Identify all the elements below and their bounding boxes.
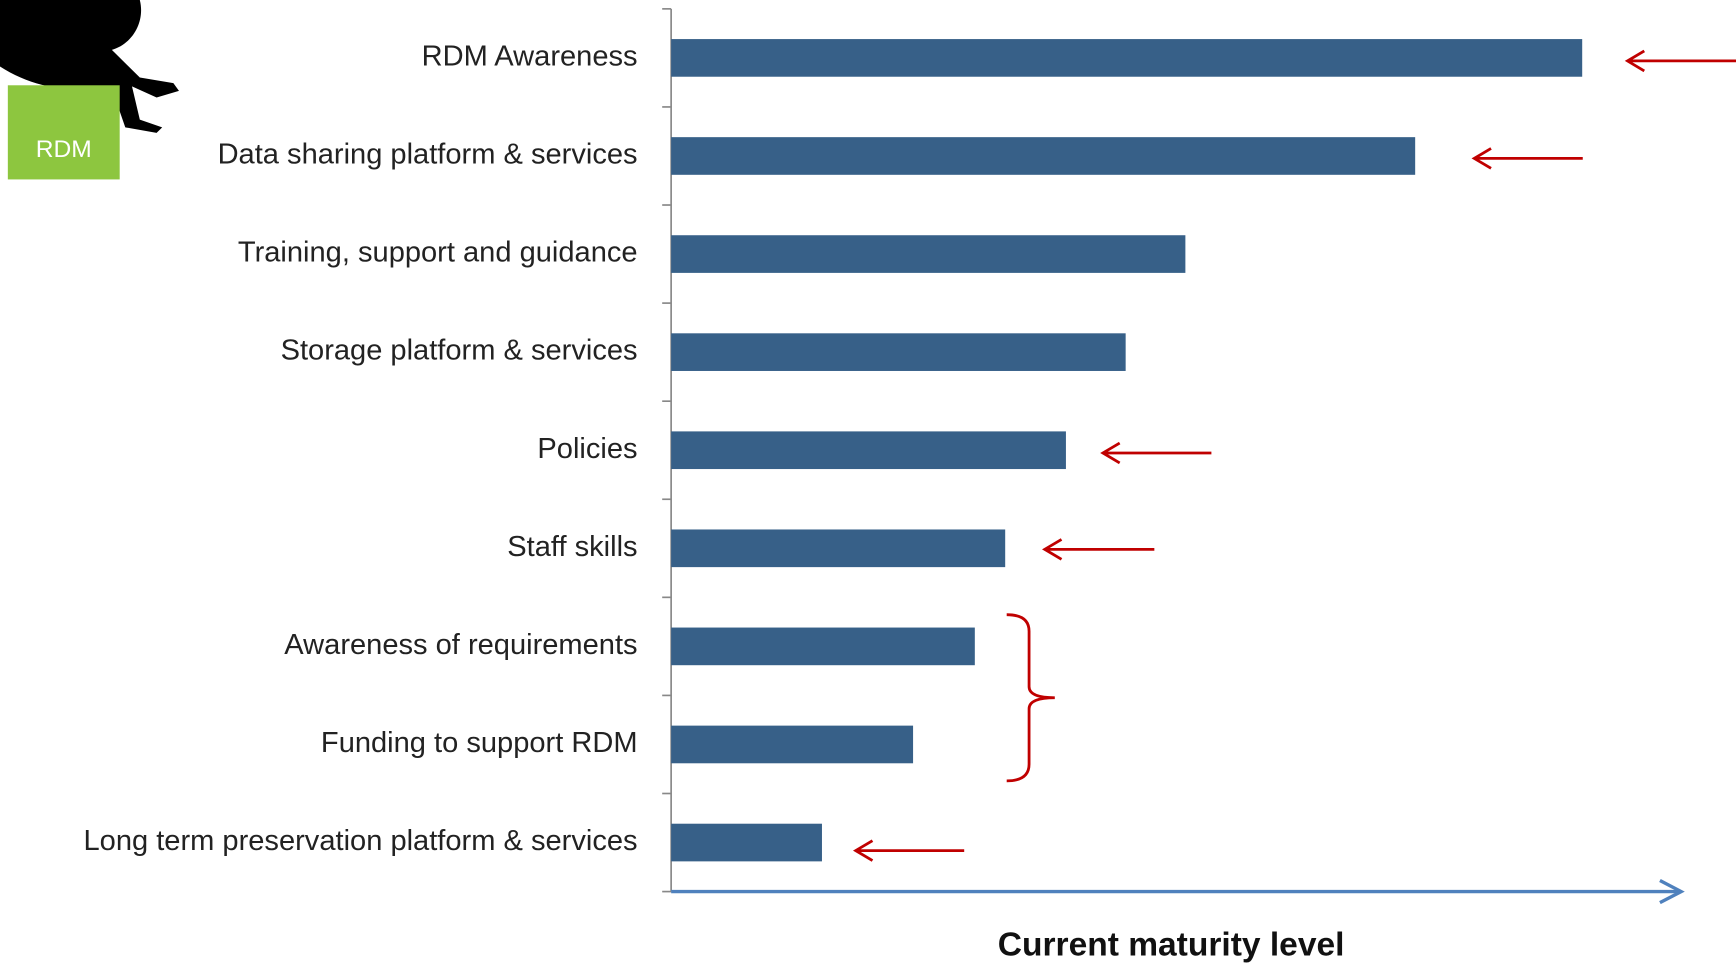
y-tick-label: Staff skills bbox=[507, 531, 637, 563]
y-tick-label: Funding to support RDM bbox=[321, 727, 638, 759]
logo-box bbox=[8, 85, 120, 179]
x-axis bbox=[671, 881, 1681, 903]
y-tick-label: Training, support and guidance bbox=[238, 237, 638, 269]
bar bbox=[671, 628, 975, 666]
chart: RDM Current maturity level RDM Awareness… bbox=[0, 0, 1736, 968]
y-tick-label: Storage platform & services bbox=[281, 335, 638, 367]
x-axis-label: Current maturity level bbox=[998, 927, 1345, 964]
y-tick-label: Awareness of requirements bbox=[284, 629, 637, 661]
bar bbox=[671, 39, 1582, 77]
y-tick-label: Data sharing platform & services bbox=[218, 139, 638, 171]
y-tick-label: RDM Awareness bbox=[422, 41, 638, 73]
logo-text: RDM bbox=[36, 136, 92, 163]
bar bbox=[671, 333, 1126, 371]
bar bbox=[671, 235, 1185, 273]
y-tick-label: Long term preservation platform & servic… bbox=[83, 825, 637, 857]
bar bbox=[671, 529, 1005, 567]
y-tick-label: Policies bbox=[537, 433, 637, 465]
bar bbox=[671, 726, 913, 764]
bar bbox=[671, 431, 1066, 469]
bar bbox=[671, 137, 1415, 175]
bar bbox=[671, 824, 822, 862]
